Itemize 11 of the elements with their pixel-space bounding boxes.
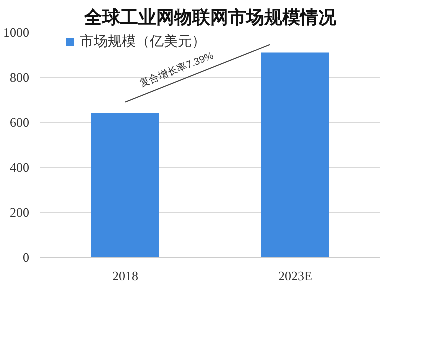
x-tick-label: 2023E [278, 268, 313, 284]
y-tick-label: 600 [10, 115, 30, 130]
legend-label: 市场规模（亿美元） [80, 33, 206, 51]
y-tick-label: 800 [10, 70, 30, 85]
y-tick-label: 400 [10, 160, 30, 175]
chart-title: 全球工业网物联网市场规模情况 [84, 8, 338, 28]
x-tick-label: 2018 [112, 268, 138, 284]
y-tick-label: 1000 [4, 25, 30, 40]
y-tick-label: 200 [10, 205, 30, 220]
annotation: 复合增长率7.39% [138, 50, 216, 90]
y-tick-label: 0 [23, 250, 30, 265]
